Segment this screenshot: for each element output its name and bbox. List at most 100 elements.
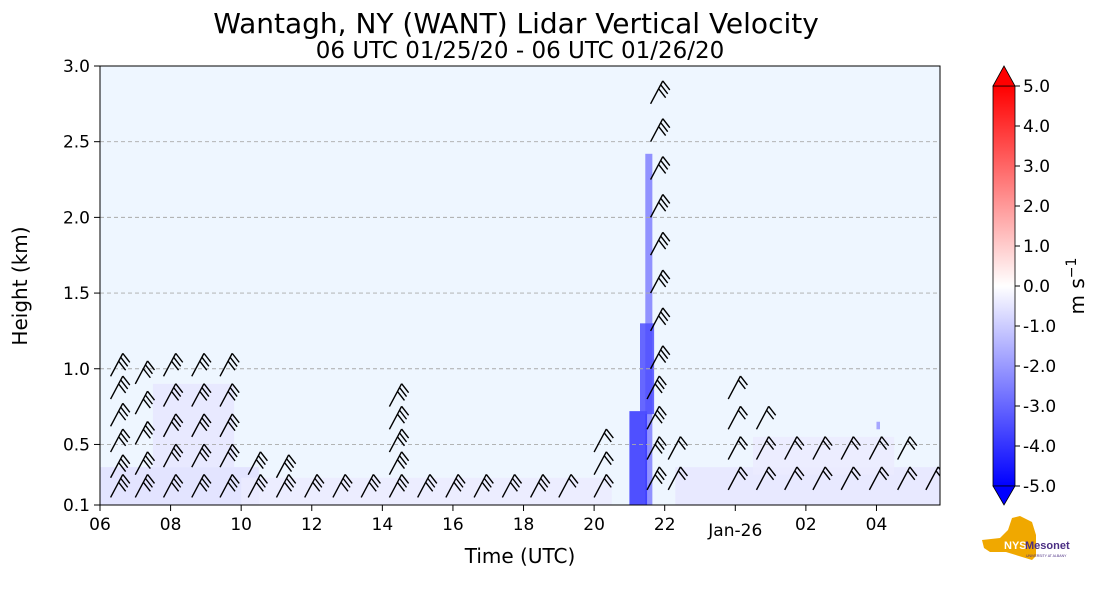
wind-barb	[840, 436, 861, 460]
colorbar-tick-label: -1.0	[1023, 317, 1056, 337]
wind-barb	[727, 405, 748, 430]
wind-barb	[649, 193, 671, 218]
colorbar-tick-label: -2.0	[1023, 357, 1056, 377]
gridlines	[100, 141, 940, 445]
x-tick-label: 02	[795, 515, 817, 535]
wind-barb	[191, 443, 212, 468]
colorbar-unit-exp: −1	[1064, 258, 1080, 279]
y-tick-label: 1.0	[63, 360, 90, 380]
colorbar-tick-label: 0.0	[1023, 277, 1050, 297]
wind-barb	[134, 451, 156, 476]
wind-barb	[219, 352, 240, 377]
x-tick-label: 08	[160, 515, 182, 535]
wind-barb	[162, 352, 184, 377]
wind-barb	[109, 352, 131, 377]
colorbar-tick-label: 3.0	[1023, 157, 1050, 177]
x-tick-label: 20	[583, 515, 605, 535]
x-tick-label: 12	[301, 515, 323, 535]
velocity-patch	[152, 383, 235, 468]
wind-barb	[247, 474, 268, 498]
y-tick-label: 2.0	[63, 208, 90, 228]
wind-barb	[219, 474, 240, 498]
wind-barb	[812, 466, 833, 491]
wind-barb	[755, 466, 777, 491]
wind-barb	[109, 454, 131, 479]
wind-barb	[162, 474, 184, 498]
wind-barb	[275, 454, 297, 479]
x-axis-label: Time (UTC)	[464, 544, 576, 568]
nys-mesonet-logo: NYS Mesonet UNIVERSITY AT ALBANY	[982, 516, 1070, 560]
wind-barb	[667, 436, 688, 460]
wind-barb	[646, 375, 667, 400]
y-axis-label: Height (km)	[8, 226, 32, 345]
colorbar-tick-label: 1.0	[1023, 237, 1050, 257]
wind-barb	[727, 436, 748, 460]
wind-barb	[501, 474, 523, 498]
y-axis-ticks: 0.1 0.5 1.0 1.5 2.0 2.5 3.0	[63, 57, 100, 516]
y-tick-label: 2.5	[63, 133, 90, 153]
wind-barb	[191, 413, 212, 438]
wind-barb	[388, 451, 410, 476]
x-tick-label: 16	[442, 515, 464, 535]
wind-barb	[191, 383, 212, 407]
wind-barb	[304, 474, 325, 498]
wind-barb	[134, 360, 156, 385]
wind-barb	[162, 383, 184, 407]
wind-barb	[219, 443, 240, 468]
x-axis-ticks: 06 08 10 12 14 16 18 20 22 Jan-26 02 04	[89, 505, 887, 541]
x-tick-label: 14	[372, 515, 394, 535]
wind-barb	[473, 474, 494, 498]
wind-barb	[646, 436, 667, 460]
wind-barb	[897, 466, 918, 491]
wind-barb	[219, 413, 240, 438]
wind-barb	[191, 352, 212, 377]
x-tick-label: 18	[513, 515, 535, 535]
wind-barb	[755, 436, 777, 460]
wind-barb	[646, 466, 667, 491]
wind-barb	[191, 474, 212, 498]
wind-barb	[784, 436, 805, 460]
colorbar: 5.0 4.0 3.0 2.0 1.0 0.0 -1.0 -2.0 -3.0 -4.0 -5.0 m…	[992, 65, 1089, 506]
wind-barb	[646, 405, 667, 430]
wind-barb	[109, 402, 131, 427]
colorbar-tick-label: 4.0	[1023, 117, 1050, 137]
logo-nys-text: NYS	[1004, 540, 1027, 552]
wind-barb	[275, 474, 297, 498]
wind-barb	[134, 390, 156, 415]
wind-barb	[162, 443, 184, 468]
colorbar-extend-top	[992, 65, 1016, 87]
x-tick-label: Jan-26	[707, 521, 762, 541]
wind-barb	[445, 474, 466, 498]
logo-mesonet-text: Mesonet	[1025, 540, 1070, 552]
colorbar-label: m s−1	[1064, 258, 1089, 315]
wind-barb	[784, 466, 805, 491]
wind-barb	[134, 474, 156, 498]
wind-barb	[868, 436, 890, 460]
velocity-patch	[876, 421, 880, 430]
x-tick-label: 06	[89, 515, 111, 535]
wind-barb	[332, 474, 353, 498]
wind-barb	[247, 451, 268, 476]
colorbar-ticks: 5.0 4.0 3.0 2.0 1.0 0.0 -1.0 -2.0 -3.0 -4.0 -5.0	[1015, 77, 1056, 497]
colorbar-tick-label: 5.0	[1023, 77, 1050, 97]
wind-barb	[727, 466, 748, 491]
wind-barbs	[109, 80, 940, 498]
wind-barb	[667, 466, 688, 491]
wind-barb	[593, 474, 614, 498]
wind-barb	[649, 80, 671, 105]
colorbar-tick-label: -4.0	[1023, 437, 1056, 457]
wind-barb	[558, 474, 579, 498]
wind-barb	[840, 466, 861, 491]
wind-barb	[388, 474, 410, 498]
wind-barb	[109, 375, 131, 400]
colorbar-tick-label: -5.0	[1023, 477, 1056, 497]
wind-barb	[649, 307, 671, 332]
x-tick-label: 10	[230, 515, 252, 535]
wind-barb	[755, 405, 777, 430]
wind-barb	[727, 375, 748, 400]
wind-barb	[529, 474, 551, 498]
colorbar-tick-label: -3.0	[1023, 397, 1056, 417]
colorbar-gradient	[992, 85, 1016, 487]
y-tick-label: 3.0	[63, 57, 90, 77]
